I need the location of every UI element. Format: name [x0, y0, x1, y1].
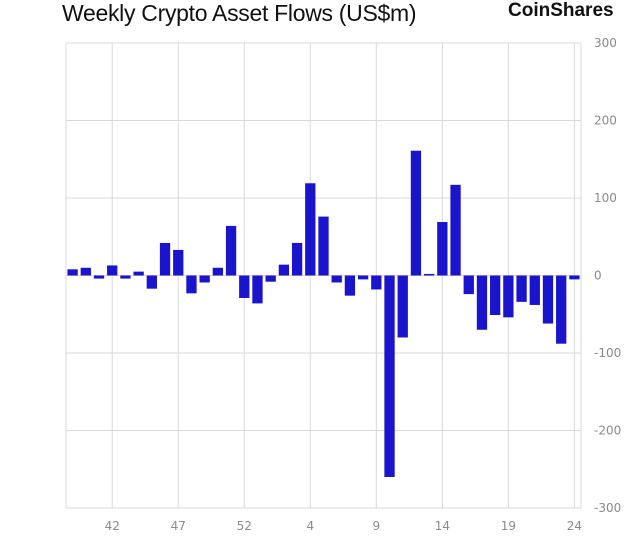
bar: [344, 275, 356, 296]
bar: [450, 184, 461, 276]
x-tick-label: 24: [567, 519, 582, 533]
bar: [146, 275, 157, 289]
chart-title: Weekly Crypto Asset Flows (US$m): [62, 0, 417, 26]
bar: [318, 216, 329, 276]
bar: [397, 275, 408, 338]
bar: [173, 249, 184, 276]
y-tick-label: 0: [594, 269, 602, 283]
x-tick-label: 52: [237, 519, 252, 533]
bar: [67, 269, 78, 276]
x-axis-ticks: 42 47 52 4 9 14 19 24: [105, 519, 582, 533]
bar: [331, 275, 342, 283]
bar: [199, 275, 210, 283]
bar: [463, 275, 474, 295]
grid-lines: [65, 42, 582, 509]
x-tick-label: 4: [306, 519, 314, 533]
bar: [305, 183, 316, 276]
y-axis-ticks: 300 200 100 0 -100 -200 -300: [594, 36, 621, 515]
bar: [384, 275, 395, 477]
y-tick-label: -300: [594, 501, 621, 515]
bar: [239, 275, 250, 298]
bar: [120, 275, 131, 279]
bar: [80, 267, 91, 276]
bar: [476, 275, 488, 330]
x-tick-label: 19: [501, 519, 516, 533]
bar: [423, 273, 435, 276]
bars: [67, 150, 580, 477]
bar: [225, 225, 237, 276]
bar: [490, 275, 501, 316]
bar: [357, 275, 369, 280]
bar: [212, 267, 224, 276]
bar: [291, 242, 303, 276]
bar: [529, 275, 540, 305]
bar: [371, 275, 382, 290]
x-tick-label: 14: [435, 519, 450, 533]
bar: [410, 150, 422, 276]
x-tick-label: 47: [171, 519, 186, 533]
bar: [159, 242, 171, 276]
bar: [516, 275, 527, 302]
bar: [133, 271, 144, 276]
bar: [186, 275, 197, 294]
y-tick-label: 100: [594, 191, 617, 205]
bar: [93, 275, 105, 279]
y-tick-label: -200: [594, 424, 621, 438]
bar: [252, 275, 263, 304]
coinshares-logo: CoinShares: [508, 0, 614, 21]
bar: [107, 265, 118, 276]
bar: [556, 275, 567, 344]
bar: [569, 275, 580, 280]
y-tick-label: -100: [594, 346, 621, 360]
bar: [265, 275, 276, 282]
x-tick-label: 9: [373, 519, 381, 533]
y-tick-label: 200: [594, 114, 617, 128]
x-tick-label: 42: [105, 519, 120, 533]
y-tick-label: 300: [594, 36, 617, 50]
bar: [503, 275, 514, 318]
bar: [278, 264, 290, 276]
bar: [437, 222, 448, 276]
bar: [542, 275, 554, 324]
